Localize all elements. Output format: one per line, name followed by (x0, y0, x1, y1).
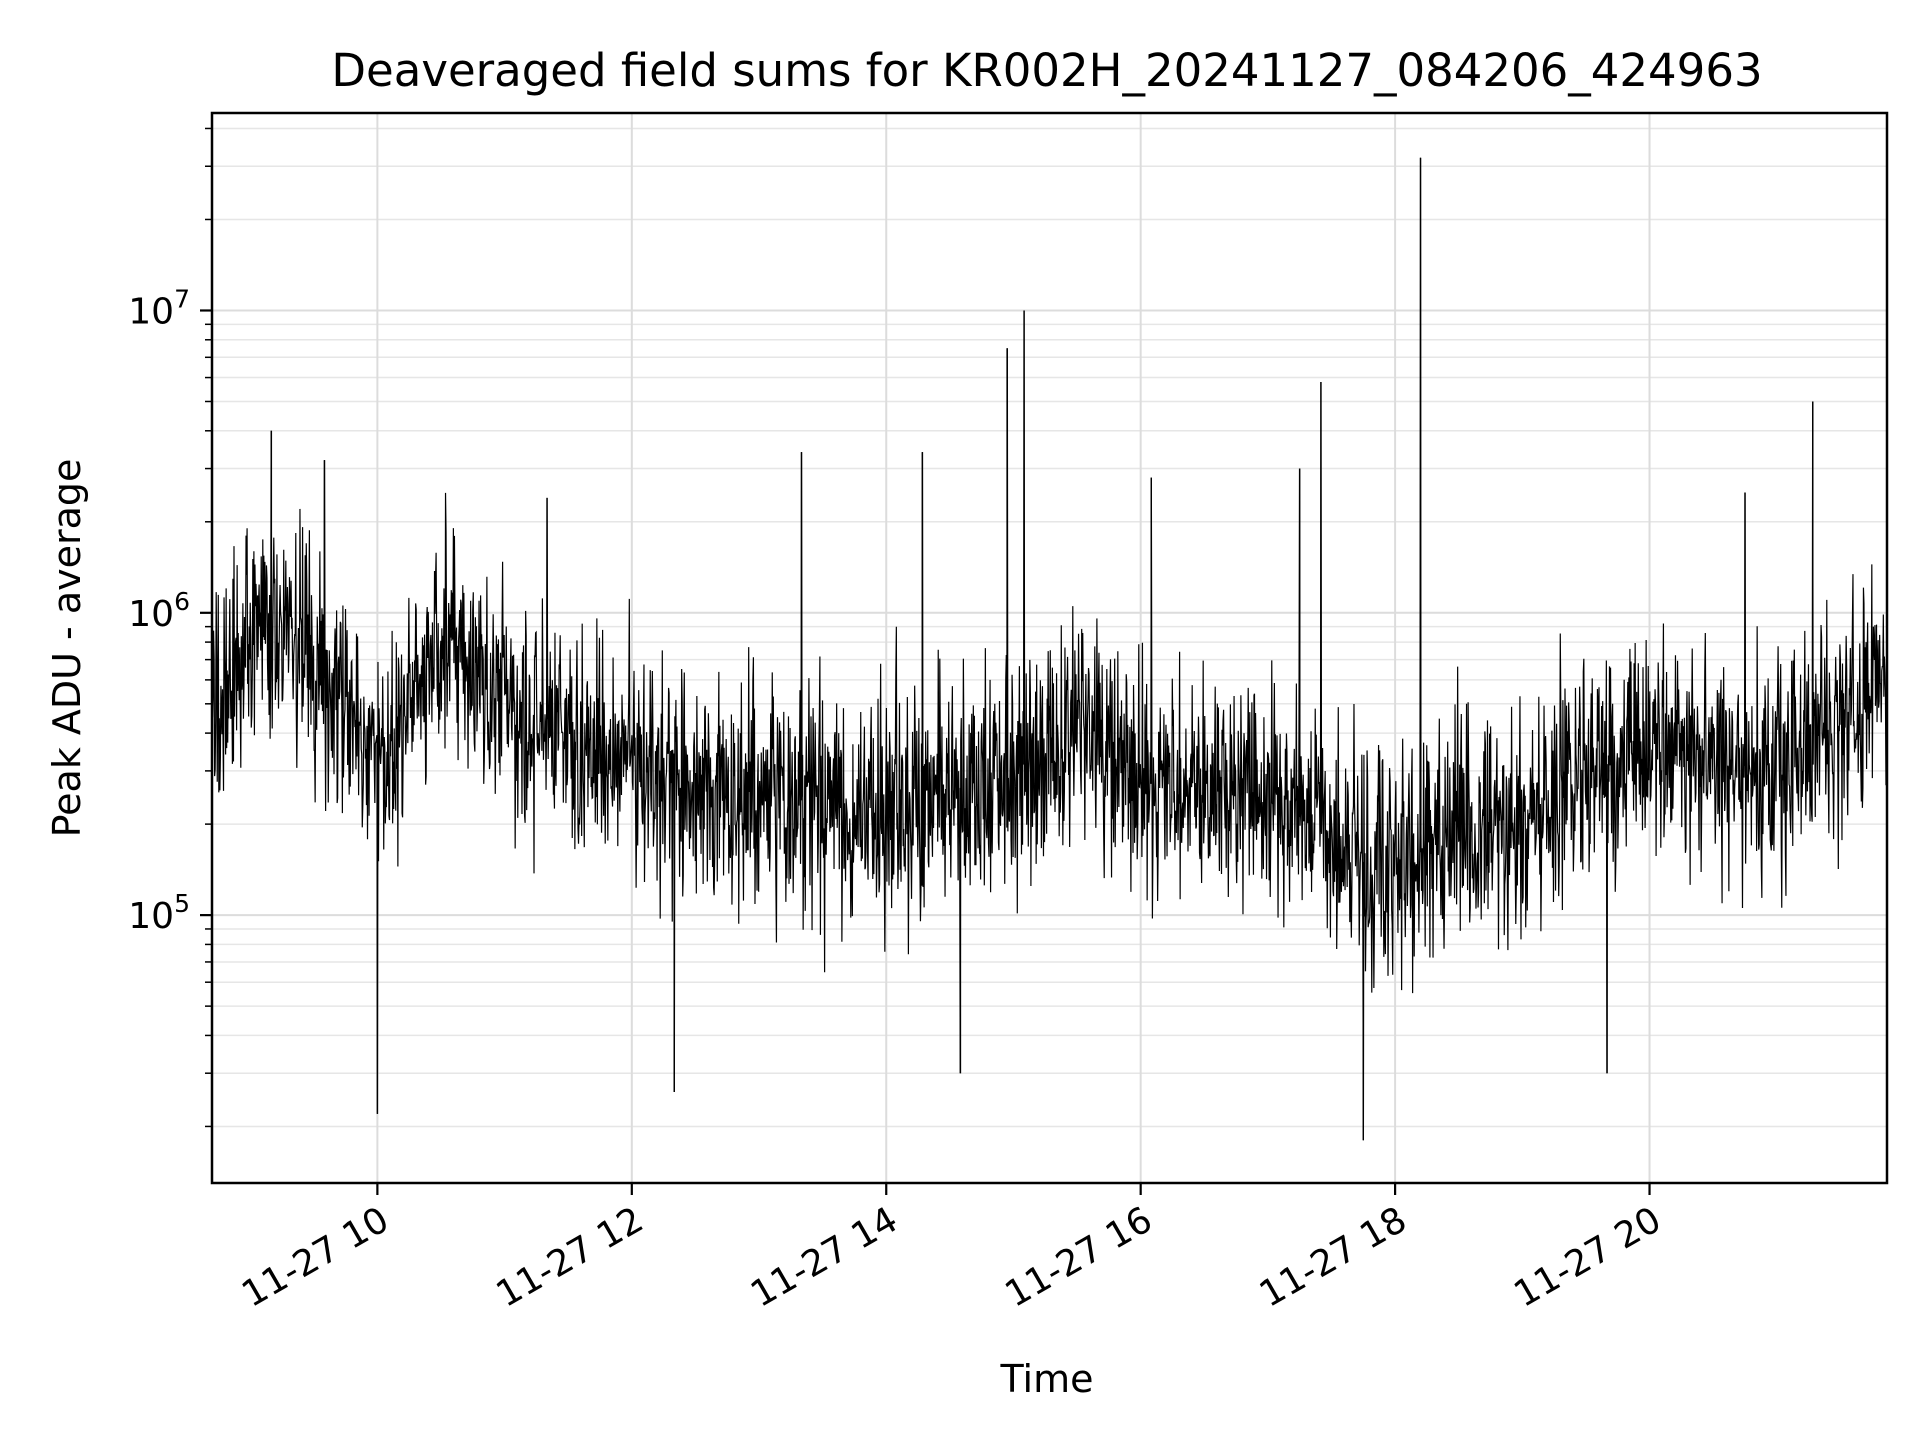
plot-frame (210, 111, 1889, 1185)
series-layer (212, 157, 1887, 1141)
y-axis-ticks: 105 106 107 (128, 127, 212, 1128)
y-axis-label: Peak ADU - average (45, 459, 89, 838)
y-tick-label: 106 (128, 587, 190, 635)
series-line (212, 157, 1887, 1141)
chart-title: Deaveraged field sums for KR002H_2024112… (331, 44, 1762, 97)
y-tick-label: 105 (128, 889, 190, 937)
y-tick-label: 107 (128, 284, 190, 332)
x-axis-label: Time (1000, 1357, 1094, 1401)
